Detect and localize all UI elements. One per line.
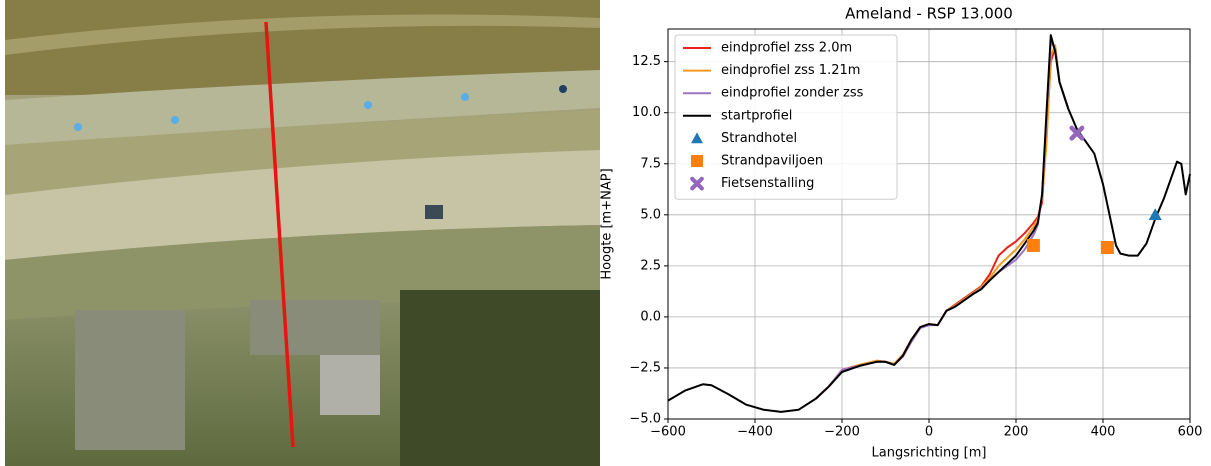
series-line [667,34,1191,413]
marker [1148,208,1162,221]
wet-beach [5,110,600,195]
x-tick-label: 0 [925,425,933,440]
x-tick-label: −200 [824,425,860,440]
legend-swatch [690,176,704,191]
chart-title: Ameland - RSP 13.000 [845,5,1013,23]
legend-label: eindprofiel zss 1.21m [721,63,860,78]
beach [5,150,600,260]
legend-label: Fietsenstalling [721,176,814,191]
marker [1069,125,1085,141]
y-tick-label: −2.5 [629,360,661,375]
legend-label: Strandhotel [721,131,797,146]
y-tick-label: 12.5 [632,54,661,69]
location-dot [171,116,179,124]
x-tick-label: 400 [1091,425,1116,440]
sandbar [5,70,600,145]
y-tick-label: 2.5 [640,258,661,273]
marker [1100,240,1114,254]
legend-label: eindprofiel zss 2.0m [721,41,852,56]
holiday-park [75,310,185,450]
x-axis-label: Langsrichting [m] [872,446,987,461]
legend: eindprofiel zss 2.0m eindprofiel zss 1.21… [674,34,898,200]
y-tick-label: 7.5 [640,156,661,171]
x-tick-label: −400 [737,425,773,440]
profile-line [264,21,295,448]
legend-label: Strandpaviljoen [721,154,823,169]
x-tick-label: −600 [650,425,686,440]
aerial-photo [5,0,600,466]
legend-swatch [691,132,703,144]
plot-area [667,34,1191,413]
location-dot [74,123,82,131]
y-tick-label: 0.0 [640,309,661,324]
forest [400,290,600,466]
legend-swatch [691,155,703,167]
x-tick-label: 600 [1178,425,1203,440]
x-tick-label: 200 [1004,425,1029,440]
y-tick-label: 5.0 [640,207,661,222]
holiday-park [250,300,380,355]
location-dot [364,101,372,109]
legend-label: eindprofiel zonder zss [721,86,864,101]
location-dot [559,85,567,93]
building [425,205,443,219]
legend-frame [674,34,898,200]
marker [1026,238,1040,252]
y-tick-label: 10.0 [632,105,661,120]
legend-label: startprofiel [721,108,792,123]
y-tick-label: −5.0 [629,412,661,427]
y-axis-label: Hoogte [m+NAP] [600,168,615,279]
location-dot [461,93,469,101]
wave-band [5,14,600,56]
parking [320,355,380,415]
